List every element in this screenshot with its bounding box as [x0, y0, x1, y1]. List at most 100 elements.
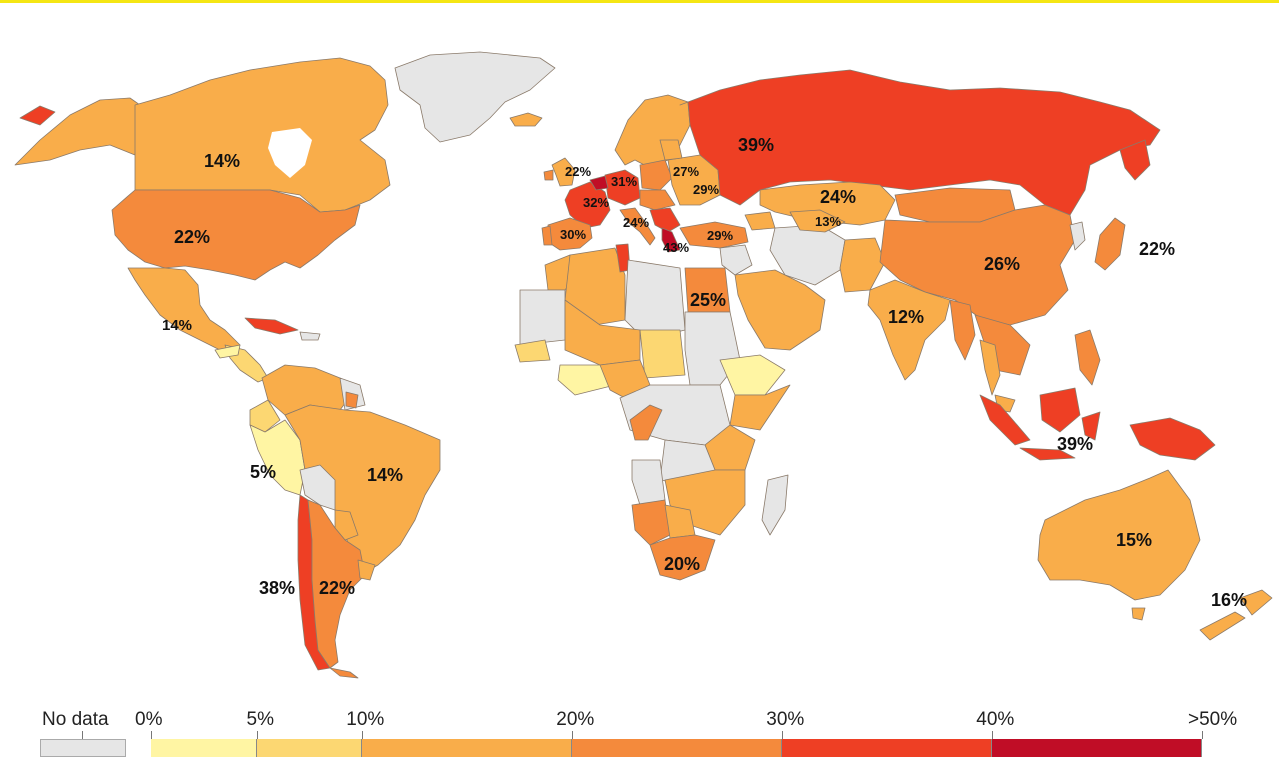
legend-no-data-tick: [82, 731, 83, 739]
tierra-del-fuego: [329, 667, 359, 679]
benelux: [589, 175, 609, 191]
mexico: [127, 267, 241, 356]
greenland: [394, 51, 556, 143]
borneo: [1039, 387, 1081, 433]
legend-tick-mark-4: [572, 731, 573, 739]
legend-tick-label-7: >50%: [1188, 709, 1238, 730]
label-peru: 5%: [250, 462, 276, 482]
namibia: [631, 499, 671, 546]
australia: [1037, 469, 1201, 601]
italy: [619, 207, 656, 246]
south-africa: [649, 534, 716, 581]
legend-bin-2: [257, 739, 362, 757]
balkans: [649, 207, 681, 233]
madagascar: [761, 474, 789, 536]
hudson-bay: [268, 128, 312, 178]
west-africa-coast: [557, 364, 616, 396]
label-indonesia: 39%: [1057, 434, 1093, 454]
label-france: 32%: [583, 195, 609, 210]
somalia-kenya: [729, 384, 791, 431]
legend-tick-label-5: 30%: [766, 709, 805, 730]
legend-tick-label-6: 40%: [976, 709, 1015, 730]
poland: [639, 159, 673, 191]
portugal: [541, 225, 553, 246]
label-italy: 24%: [623, 215, 649, 230]
west-sahara-mauritania: [519, 289, 566, 346]
label-argentina: 22%: [319, 578, 355, 598]
china: [879, 204, 1076, 326]
label-uzbekistan: 13%: [815, 214, 841, 229]
legend-tick-mark-1: [151, 731, 152, 739]
label-japan: 22%: [1139, 239, 1175, 259]
ethiopia: [719, 354, 786, 396]
legend-tick-mark-7: [1202, 731, 1203, 739]
caribbean: [299, 331, 321, 341]
cuba: [244, 317, 299, 335]
legend-bin-4: [572, 739, 782, 757]
legend-no-data-label: No data: [42, 709, 109, 730]
kamchatka: [1119, 139, 1151, 181]
libya: [624, 259, 686, 341]
legend-bin-3: [362, 739, 572, 757]
label-india: 12%: [888, 307, 924, 327]
uzbekistan: [789, 209, 846, 233]
top-accent-strip: [0, 0, 1279, 3]
label-poland: 27%: [673, 164, 699, 179]
legend-bin-6: [992, 739, 1202, 757]
turkey: [679, 221, 749, 249]
label-new-zealand: 16%: [1211, 590, 1247, 610]
paraguay: [334, 509, 359, 541]
alaska: [14, 97, 141, 166]
label-spain: 30%: [560, 227, 586, 242]
gabon: [629, 404, 663, 441]
new-zealand-north: [1239, 589, 1273, 616]
myanmar: [949, 299, 976, 361]
saudi-arabia: [734, 269, 826, 351]
label-russia: 39%: [738, 135, 774, 155]
label-mexico: 14%: [162, 317, 192, 334]
korea: [1069, 221, 1086, 251]
legend-tick-label-2: 5%: [246, 709, 274, 730]
philippines: [1074, 329, 1101, 386]
afghanistan-pakistan: [839, 237, 886, 293]
suriname: [345, 391, 359, 409]
legend-tick-label-3: 10%: [346, 709, 385, 730]
label-china: 26%: [984, 254, 1020, 274]
label-turkey: 29%: [707, 228, 733, 243]
label-chile: 38%: [259, 578, 295, 598]
new-zealand-south: [1199, 611, 1246, 641]
ecuador: [249, 399, 281, 433]
baltics: [659, 139, 683, 161]
java: [1019, 447, 1076, 461]
label-canada: 14%: [204, 151, 240, 171]
tasmania: [1131, 607, 1146, 621]
ireland: [543, 169, 554, 181]
panama-area: [214, 344, 241, 359]
label-kazakhstan: 24%: [820, 187, 856, 207]
label-brazil: 14%: [367, 465, 403, 485]
uruguay: [357, 559, 376, 581]
sulawesi: [1081, 411, 1101, 441]
thailand: [979, 339, 1001, 396]
levant: [719, 244, 753, 276]
iceland: [509, 112, 543, 127]
legend-bin-5: [782, 739, 992, 757]
sumatra: [979, 394, 1031, 446]
label-usa: 22%: [174, 227, 210, 247]
papua-new-guinea: [1129, 417, 1216, 461]
senegal-area: [514, 339, 551, 363]
legend-tick-mark-6: [992, 731, 993, 739]
alaska-tip: [19, 105, 56, 126]
uk: [551, 157, 576, 187]
caucasus: [744, 211, 776, 231]
angola: [631, 459, 666, 506]
label-greece: 43%: [663, 240, 689, 255]
label-uk: 22%: [565, 164, 591, 179]
canada: [134, 57, 391, 213]
label-ukraine: 29%: [693, 182, 719, 197]
legend-no-data-swatch: [40, 739, 126, 757]
legend-tick-mark-5: [782, 731, 783, 739]
label-south-africa: 20%: [664, 554, 700, 574]
label-germany: 31%: [611, 174, 637, 189]
